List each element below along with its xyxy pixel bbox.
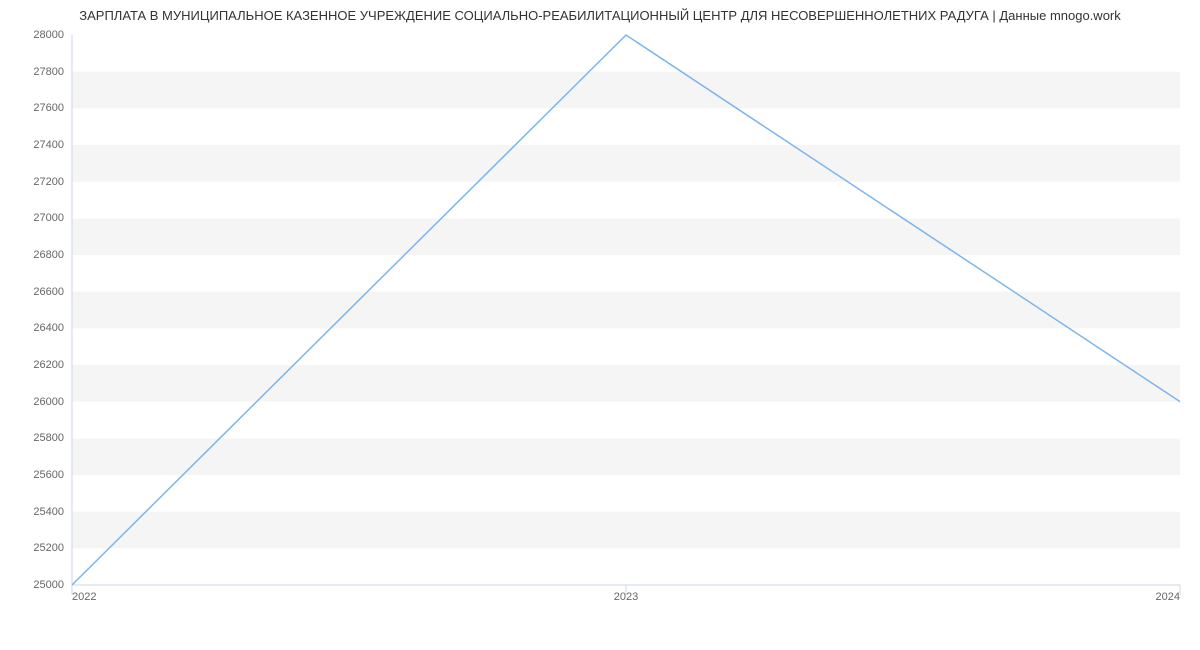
x-tick-label: 2024 bbox=[1156, 591, 1180, 603]
y-tick-label: 27400 bbox=[33, 139, 64, 151]
grid-band bbox=[72, 72, 1180, 109]
chart-svg bbox=[72, 35, 1180, 585]
y-tick-label: 26400 bbox=[33, 322, 64, 334]
grid-band bbox=[72, 475, 1180, 512]
grid-band bbox=[72, 328, 1180, 365]
chart-title: ЗАРПЛАТА В МУНИЦИПАЛЬНОЕ КАЗЕННОЕ УЧРЕЖД… bbox=[0, 8, 1200, 23]
y-tick-label: 27600 bbox=[33, 102, 64, 114]
y-tick-label: 26000 bbox=[33, 396, 64, 408]
grid-band bbox=[72, 292, 1180, 329]
y-tick-label: 25800 bbox=[33, 432, 64, 444]
y-tick-label: 25600 bbox=[33, 469, 64, 481]
grid-band bbox=[72, 145, 1180, 182]
y-tick-label: 27800 bbox=[33, 66, 64, 78]
y-tick-label: 28000 bbox=[33, 29, 64, 41]
grid-band bbox=[72, 108, 1180, 145]
grid-band bbox=[72, 35, 1180, 72]
grid-band bbox=[72, 255, 1180, 292]
y-tick-label: 26800 bbox=[33, 249, 64, 261]
grid-band bbox=[72, 548, 1180, 585]
y-tick-label: 25000 bbox=[33, 579, 64, 591]
grid-band bbox=[72, 218, 1180, 255]
y-tick-label: 25200 bbox=[33, 542, 64, 554]
grid-band bbox=[72, 512, 1180, 549]
y-tick-label: 27200 bbox=[33, 176, 64, 188]
x-tick-label: 2022 bbox=[72, 591, 96, 603]
y-tick-label: 25400 bbox=[33, 506, 64, 518]
x-tick-label: 2023 bbox=[614, 591, 638, 603]
grid-band bbox=[72, 365, 1180, 402]
grid-band bbox=[72, 182, 1180, 219]
plot-area: 2500025200254002560025800260002620026400… bbox=[72, 35, 1180, 585]
salary-line-chart: ЗАРПЛАТА В МУНИЦИПАЛЬНОЕ КАЗЕННОЕ УЧРЕЖД… bbox=[0, 0, 1200, 650]
y-tick-label: 26600 bbox=[33, 286, 64, 298]
y-tick-label: 27000 bbox=[33, 212, 64, 224]
y-tick-label: 26200 bbox=[33, 359, 64, 371]
grid-band bbox=[72, 438, 1180, 475]
